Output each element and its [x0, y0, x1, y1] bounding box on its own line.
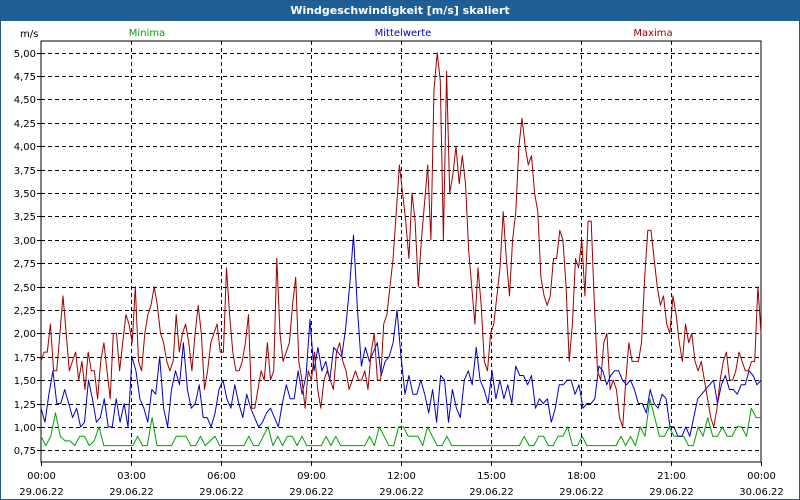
x-tick-label-date: 29.06.22	[19, 487, 64, 498]
y-tick-label: 0,75	[14, 446, 36, 457]
y-tick-label: 2,75	[14, 259, 36, 270]
x-tick-label-time: 00:00	[747, 471, 776, 482]
mittelwerte-series-line	[40, 234, 762, 437]
x-tick-label-date: 29.06.22	[379, 487, 424, 498]
y-tick-label: 3,00	[14, 236, 36, 247]
legend-maxima: Maxima	[633, 28, 672, 39]
y-tick-label: 1,00	[14, 423, 36, 434]
y-tick-label: 4,00	[14, 142, 36, 153]
y-tick-label: 3,50	[14, 189, 36, 200]
x-tick-label-date: 30.06.22	[739, 487, 784, 498]
legend-minima: Minima	[129, 28, 165, 39]
x-tick-label-time: 18:00	[567, 471, 596, 482]
x-tick-label-time: 00:00	[27, 471, 56, 482]
y-tick-label: 3,25	[14, 212, 36, 223]
x-tick-label-date: 29.06.22	[469, 487, 514, 498]
x-tick-label-date: 29.06.22	[649, 487, 694, 498]
y-tick-label: 5,00	[14, 49, 36, 60]
minima-series-line	[40, 398, 761, 447]
y-tick-label: 2,50	[14, 283, 36, 294]
x-tick-label-time: 12:00	[387, 471, 416, 482]
y-tick-label: 3,75	[14, 166, 36, 177]
x-tick-label-time: 21:00	[657, 471, 686, 482]
y-tick-label: 1,25	[14, 400, 36, 411]
x-tick-label-time: 09:00	[297, 471, 326, 482]
y-tick-label: 2,25	[14, 306, 36, 317]
legend-mittelwerte: Mittelwerte	[375, 28, 432, 39]
x-tick-label-time: 06:00	[207, 471, 236, 482]
x-tick-label-date: 29.06.22	[199, 487, 244, 498]
y-tick-label: 4,25	[14, 119, 36, 130]
y-tick-label: 4,75	[14, 72, 36, 83]
x-tick-label-time: 03:00	[117, 471, 146, 482]
y-tick-label: 1,75	[14, 353, 36, 364]
y-tick-label: 1,50	[14, 376, 36, 387]
y-axis-label: m/s	[20, 29, 38, 40]
x-tick-label-date: 29.06.22	[559, 487, 604, 498]
x-tick-label-date: 29.06.22	[109, 487, 154, 498]
x-tick-label-date: 29.06.22	[289, 487, 334, 498]
y-tick-label: 2,00	[14, 329, 36, 340]
chart-area: 0,75 1,00 1,25 1,50 1,75 2,00 2,25 2,50 2,75 3,00…	[14, 28, 784, 498]
x-tick-label-time: 15:00	[477, 471, 506, 482]
chart-title: Windgeschwindigkeit [m/s] skaliert	[1, 1, 799, 21]
maxima-series-line	[40, 52, 762, 428]
y-tick-label: 4,50	[14, 95, 36, 106]
